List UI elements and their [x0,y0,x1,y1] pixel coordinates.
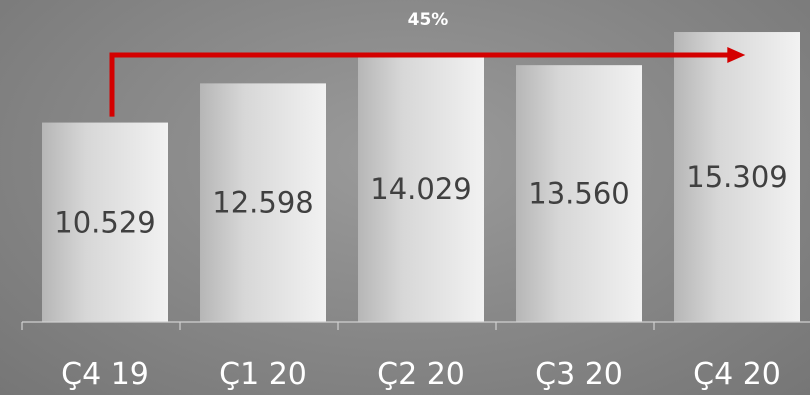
bar-value-label: 15.309 [686,160,787,194]
growth-arrow-line [109,52,730,117]
bar-1 [42,122,168,322]
bar-4 [516,65,642,322]
bar-2 [200,83,326,322]
value-labels: 10.529 12.598 14.029 13.560 15.309 [54,160,787,239]
x-tick-label: Ç2 20 [377,357,465,392]
bar-5 [674,32,800,322]
bar-3 [358,56,484,323]
x-tick-label: Ç4 20 [693,357,781,392]
x-tick-label: Ç3 20 [535,357,623,392]
x-tick-label: Ç1 20 [219,357,307,392]
x-axis: Ç4 19 Ç1 20 Ç2 20 Ç3 20 Ç4 20 [21,321,810,392]
bar-value-label: 13.560 [528,177,629,211]
growth-arrow-head [727,47,746,63]
bar-value-label: 12.598 [212,186,313,220]
growth-arrow: 45% [109,10,746,117]
bars [42,32,800,323]
growth-percent-label: 45% [408,10,449,30]
bar-value-label: 10.529 [54,205,155,239]
x-tick-label: Ç4 19 [61,357,149,392]
bar-value-label: 14.029 [370,172,471,206]
